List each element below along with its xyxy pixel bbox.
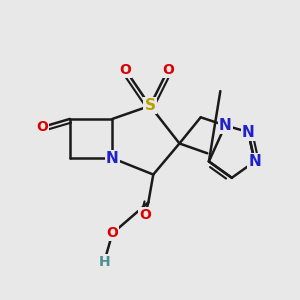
Text: N: N: [248, 154, 261, 169]
Text: S: S: [145, 98, 155, 113]
Text: O: O: [119, 63, 131, 77]
Text: O: O: [106, 226, 118, 240]
Text: O: O: [36, 120, 48, 134]
Text: N: N: [242, 124, 254, 140]
Text: O: O: [162, 63, 174, 77]
Text: H: H: [98, 255, 110, 269]
Text: N: N: [219, 118, 232, 133]
Text: O: O: [139, 208, 151, 222]
Text: N: N: [106, 151, 119, 166]
